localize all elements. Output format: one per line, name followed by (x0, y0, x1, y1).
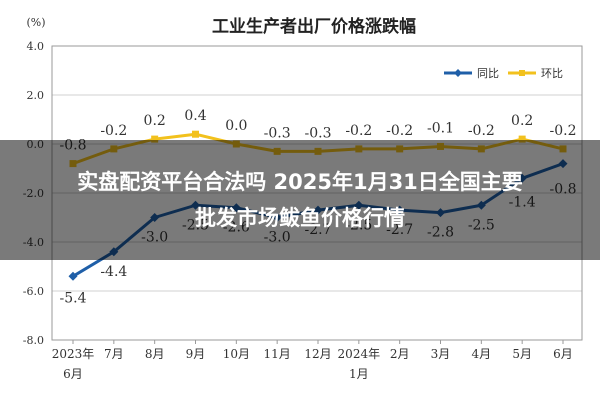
data-label: -0.3 (305, 125, 332, 141)
x-tick-label: 4月 (472, 347, 492, 361)
data-label: -5.4 (60, 290, 87, 306)
legend-marker (454, 69, 462, 77)
legend-marker (519, 70, 525, 76)
data-label: -0.1 (427, 120, 454, 136)
x-tick-label: 9月 (186, 347, 206, 361)
data-point (518, 135, 526, 143)
legend: 同比 环比 (444, 67, 563, 80)
x-tick-label: 2023年 (52, 347, 95, 361)
x-tick-label: 2月 (390, 347, 410, 361)
y-tick-label: -6.0 (23, 285, 44, 298)
data-label: -4.4 (100, 264, 127, 280)
data-label: 0.2 (511, 113, 533, 129)
data-label: 0.2 (144, 113, 166, 129)
x-tick-label: 11月 (264, 347, 291, 361)
legend-label: 环比 (541, 67, 563, 80)
data-point (192, 130, 199, 138)
y-axis-unit: (%) (26, 16, 45, 29)
data-label: 0.0 (225, 118, 247, 134)
data-point (151, 135, 159, 143)
overlay-line-2: 批发市场鲅鱼价格行情 (195, 206, 405, 230)
x-tick-label: 10月 (223, 347, 250, 361)
x-tick-label: 12月 (304, 347, 331, 361)
data-label: -0.2 (345, 123, 372, 139)
y-tick-label: 4.0 (27, 40, 45, 53)
legend-label: 同比 (477, 67, 499, 80)
x-tick-label: 6月 (63, 367, 83, 381)
chart-title: 工业生产者出厂价格涨跌幅 (212, 16, 416, 37)
overlay-banner: 实盘配资平台合法吗 2025年1月31日全国主要 批发市场鲅鱼价格行情 (0, 140, 600, 260)
data-point (68, 271, 78, 281)
x-tick-label: 5月 (512, 347, 532, 361)
data-label: -0.2 (550, 123, 577, 139)
data-label: -0.2 (386, 123, 413, 139)
data-label: -0.2 (100, 123, 127, 139)
y-tick-label: 2.0 (27, 89, 45, 102)
x-tick-label: 3月 (431, 347, 451, 361)
y-tick-label: -8.0 (23, 334, 44, 347)
data-label: -0.2 (468, 123, 495, 139)
overlay-line-1: 实盘配资平台合法吗 2025年1月31日全国主要 (77, 170, 523, 194)
x-tick-label: 1月 (349, 367, 369, 381)
x-tick-label: 2024年 (338, 347, 381, 361)
data-label: 0.4 (184, 108, 206, 124)
data-label: -0.3 (264, 125, 291, 141)
x-tick-label: 8月 (145, 347, 165, 361)
x-tick-label: 6月 (553, 347, 573, 361)
x-tick-label: 7月 (104, 347, 124, 361)
